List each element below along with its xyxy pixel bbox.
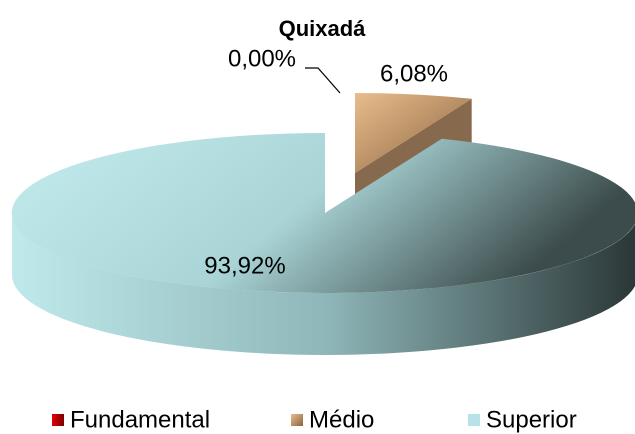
data-label: 93,92% <box>204 252 285 279</box>
data-label: 0,00% <box>228 45 296 72</box>
slice <box>11 133 635 293</box>
legend-label: Superior <box>486 406 577 433</box>
legend-label: Médio <box>309 406 374 433</box>
legend-swatch <box>291 414 303 426</box>
legend-swatch <box>52 414 64 426</box>
legend-label: Fundamental <box>70 406 210 433</box>
data-label: 6,08% <box>380 60 448 87</box>
chart-title: Quixadá <box>279 16 367 41</box>
leader-line <box>305 67 341 94</box>
legend-swatch <box>468 414 480 426</box>
slice-side <box>12 213 635 355</box>
slice <box>355 93 472 173</box>
